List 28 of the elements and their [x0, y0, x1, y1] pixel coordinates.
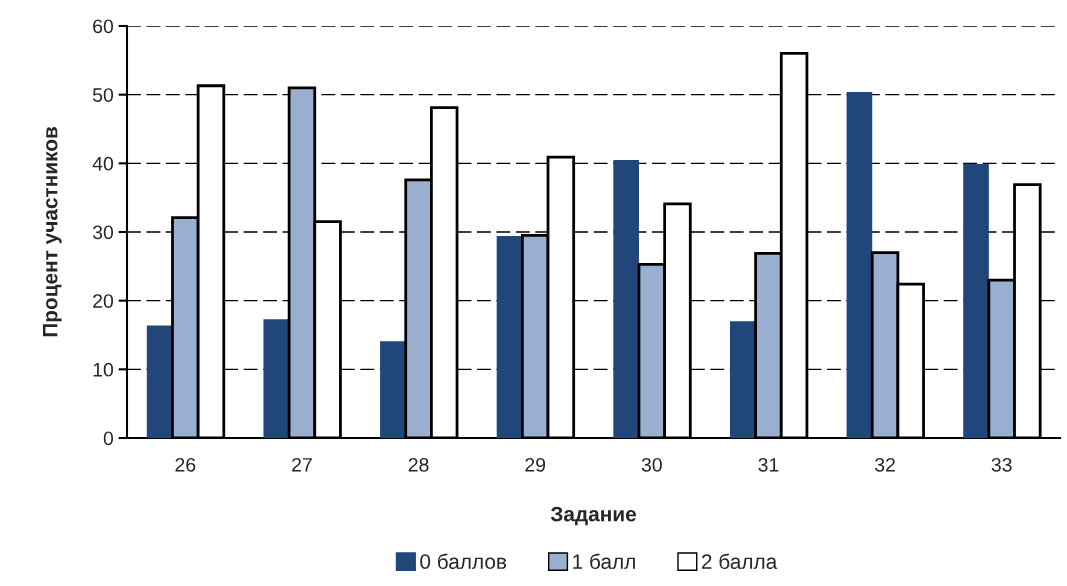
bar — [146, 325, 173, 438]
x-tick-label: 32 — [874, 457, 895, 472]
bar — [496, 236, 523, 438]
y-tick-label: 20 — [93, 294, 114, 308]
x-tick-label: 31 — [758, 457, 779, 472]
x-tick-label: 33 — [991, 457, 1012, 472]
y-tick-label: 60 — [93, 19, 114, 34]
x-tick-label: 26 — [175, 457, 196, 472]
bar — [613, 159, 639, 438]
x-axis-title: Задание — [550, 506, 636, 526]
bar — [729, 321, 756, 438]
x-tick-label: 30 — [641, 457, 662, 472]
bar — [380, 341, 406, 438]
y-tick-label: 40 — [92, 156, 114, 171]
y-axis-title: Процент участников — [42, 127, 62, 337]
bar — [263, 319, 290, 438]
bar — [963, 164, 989, 438]
y-tick-label: 0 — [103, 431, 114, 446]
y-tick-label: 50 — [92, 88, 114, 102]
y-tick-label: 30 — [92, 225, 114, 240]
x-tick-label: 28 — [408, 457, 429, 472]
legend-label: 0 баллов — [420, 553, 507, 569]
y-tick-label: 10 — [93, 362, 114, 377]
x-tick-label: 27 — [292, 457, 312, 472]
legend-label: 1 балл — [573, 553, 635, 569]
bar — [846, 91, 873, 438]
x-tick-label: 29 — [525, 457, 546, 472]
legend-label: 2 балла — [701, 553, 778, 569]
